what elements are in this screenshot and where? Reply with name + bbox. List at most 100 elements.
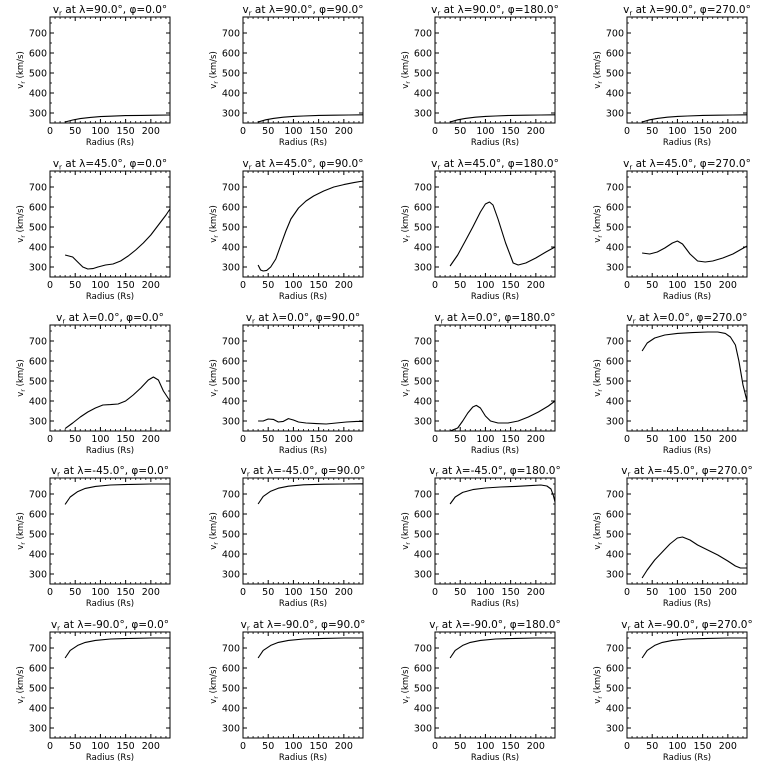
y-tick-label: 300 — [414, 724, 432, 735]
x-tick-label: 200 — [719, 126, 737, 137]
y-tick-label: 600 — [222, 664, 240, 675]
x-tick-label: 200 — [335, 741, 353, 752]
x-axis-label: Radius (Rs) — [663, 599, 711, 609]
panel-1: vr at λ=90.0°, φ=0.0° 0 50 100 150 200 300 400 5… — [16, 4, 171, 148]
y-axis-label: vr (km/s) — [401, 51, 412, 89]
x-tick-label: 100 — [668, 741, 686, 752]
x-tick-label: 100 — [476, 280, 494, 291]
plot-frame — [434, 16, 556, 124]
panel-title: vr at λ=-90.0°, φ=180.0° — [429, 619, 560, 633]
x-tick-label: 0 — [240, 741, 246, 752]
panel-12: vr at λ=0.0°, φ=270.0° 0 50 100 150 200 300 400… — [593, 312, 748, 456]
x-tick-label: 100 — [476, 126, 494, 137]
x-tick-label: 200 — [719, 587, 737, 598]
x-axis-label: Radius (Rs) — [471, 753, 519, 763]
x-tick-label: 150 — [694, 126, 712, 137]
x-tick-label: 150 — [502, 587, 520, 598]
x-tick-label: 50 — [646, 587, 658, 598]
y-tick-label: 400 — [29, 89, 47, 100]
x-tick-label: 200 — [335, 126, 353, 137]
y-tick-label: 700 — [606, 183, 624, 194]
x-tick-label: 0 — [47, 280, 53, 291]
y-tick-label: 500 — [606, 684, 624, 695]
y-tick-label: 300 — [222, 724, 240, 735]
y-axis-label: vr (km/s) — [401, 512, 412, 550]
vr-profile-line — [449, 114, 556, 123]
x-tick-label: 150 — [310, 126, 328, 137]
x-tick-label: 200 — [142, 741, 160, 752]
x-tick-label: 50 — [454, 434, 466, 445]
panel-title: vr at λ=0.0°, φ=180.0° — [434, 312, 555, 326]
y-tick-label: 400 — [606, 704, 624, 715]
y-tick-label: 500 — [29, 377, 47, 388]
panel-title: vr at λ=0.0°, φ=270.0° — [626, 312, 747, 326]
vr-profile-line — [449, 201, 556, 267]
y-tick-label: 400 — [606, 243, 624, 254]
y-tick-label: 700 — [606, 337, 624, 348]
panel-title: vr at λ=90.0°, φ=180.0° — [431, 4, 559, 18]
x-tick-label: 0 — [432, 434, 438, 445]
y-tick-label: 300 — [606, 417, 624, 428]
y-tick-label: 600 — [606, 510, 624, 521]
y-tick-label: 600 — [29, 49, 47, 60]
vr-profile-line — [64, 114, 171, 123]
vr-profile-line — [64, 483, 170, 505]
x-tick-label: 50 — [646, 741, 658, 752]
y-tick-label: 700 — [414, 29, 432, 40]
y-tick-label: 500 — [606, 69, 624, 80]
x-tick-label: 150 — [310, 587, 328, 598]
x-tick-label: 0 — [47, 587, 53, 598]
x-tick-label: 0 — [432, 126, 438, 137]
panel-14: vr at λ=-45.0°, φ=90.0° 0 50 100 150 200 300 40… — [209, 465, 365, 609]
x-tick-label: 100 — [284, 126, 302, 137]
x-tick-label: 50 — [69, 126, 81, 137]
x-tick-label: 200 — [142, 587, 160, 598]
y-tick-label: 600 — [414, 203, 432, 214]
y-tick-label: 500 — [414, 223, 432, 234]
y-tick-label: 700 — [222, 644, 240, 655]
y-tick-label: 700 — [414, 337, 432, 348]
y-tick-label: 600 — [29, 510, 47, 521]
y-tick-label: 400 — [414, 550, 432, 561]
vr-profile-line — [257, 483, 364, 505]
x-tick-label: 0 — [47, 434, 53, 445]
x-tick-label: 0 — [432, 587, 438, 598]
panel-13: vr at λ=-45.0°, φ=0.0° 0 50 100 150 200 300 400… — [16, 465, 171, 609]
y-tick-label: 300 — [29, 570, 47, 581]
y-tick-label: 300 — [606, 109, 624, 120]
y-tick-label: 600 — [222, 49, 240, 60]
y-axis-label: vr (km/s) — [593, 666, 604, 704]
vr-profile-line — [257, 180, 364, 272]
y-tick-label: 600 — [29, 203, 47, 214]
panel-title: vr at λ=45.0°, φ=0.0° — [53, 158, 167, 172]
panel-title: vr at λ=90.0°, φ=90.0° — [242, 4, 363, 18]
x-tick-label: 100 — [91, 280, 109, 291]
x-tick-label: 200 — [719, 741, 737, 752]
x-axis-label: Radius (Rs) — [663, 446, 711, 456]
vr-profile-line — [641, 331, 748, 402]
x-tick-label: 200 — [335, 587, 353, 598]
panel-4: vr at λ=90.0°, φ=270.0° 0 50 100 150 200 300 40… — [593, 4, 751, 148]
y-tick-label: 700 — [222, 337, 240, 348]
x-tick-label: 100 — [91, 126, 109, 137]
y-tick-label: 300 — [29, 724, 47, 735]
x-tick-label: 200 — [527, 280, 545, 291]
y-tick-label: 500 — [222, 530, 240, 541]
vr-profile-line — [449, 400, 556, 432]
panel-6: vr at λ=45.0°, φ=90.0° 0 50 100 150 200 300 400… — [209, 158, 364, 302]
y-tick-label: 400 — [606, 550, 624, 561]
y-tick-label: 300 — [414, 417, 432, 428]
panel-title: vr at λ=45.0°, φ=180.0° — [431, 158, 559, 172]
panel-title: vr at λ=-90.0°, φ=90.0° — [241, 619, 366, 633]
vr-profile-line — [258, 418, 363, 425]
y-tick-label: 700 — [29, 490, 47, 501]
x-tick-label: 150 — [694, 434, 712, 445]
y-tick-label: 400 — [414, 704, 432, 715]
x-tick-label: 200 — [335, 280, 353, 291]
x-axis-label: Radius (Rs) — [86, 138, 134, 148]
x-tick-label: 50 — [646, 434, 658, 445]
vr-profile-line — [64, 376, 171, 430]
x-axis-label: Radius (Rs) — [471, 138, 519, 148]
x-axis-label: Radius (Rs) — [471, 446, 519, 456]
y-axis-label: vr (km/s) — [16, 512, 27, 550]
